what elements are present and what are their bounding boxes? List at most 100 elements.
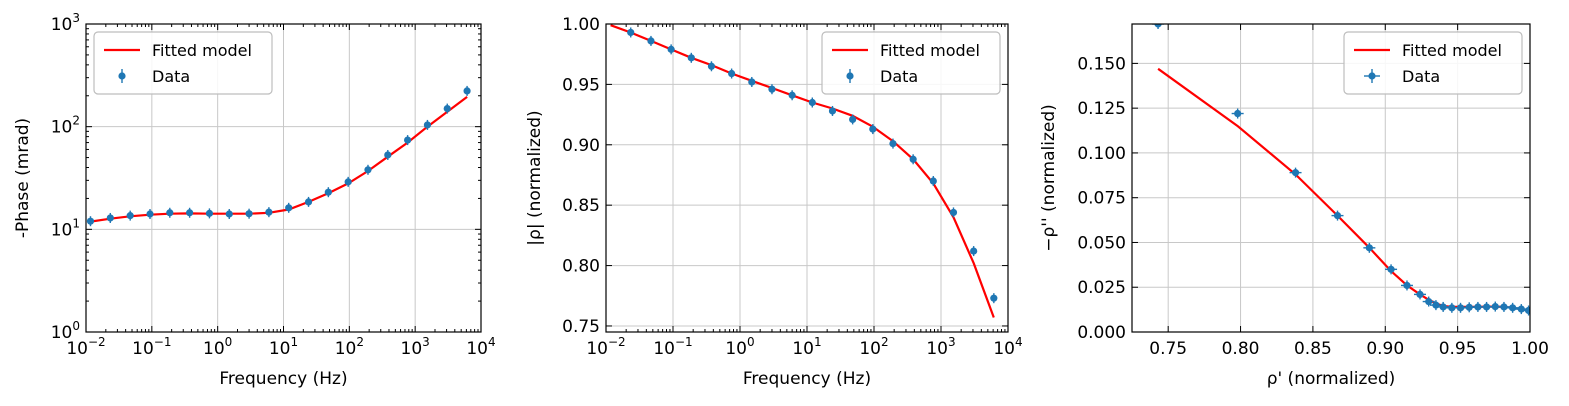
plot-frame [85,23,482,333]
tick-exponent: 1 [291,335,299,349]
data-point [126,210,134,221]
y-tick-label: 0.025 [1077,278,1126,298]
tick-base: 10 [269,339,291,359]
data-point [265,207,273,218]
data-point [627,27,635,38]
x-tick-label: 0.80 [1222,339,1260,359]
data-marker [245,210,253,218]
tick-exponent: 1 [814,335,822,349]
data-point [1363,242,1376,253]
legend: Fitted model Data [93,31,273,95]
legend: Fitted model Data [821,31,1001,95]
data-marker [1425,297,1433,306]
legend-data-label: Data [1402,67,1440,86]
tick-base: 10 [132,339,154,359]
data-marker [146,210,154,218]
y-tick-label: 0.125 [1077,99,1126,119]
tick-exponent: −1 [154,335,172,349]
data-point [1506,302,1519,313]
data-marker [748,78,756,86]
data-marker [1448,304,1456,312]
data-point [929,176,937,187]
tick-base: 10 [926,339,948,359]
series-layer [86,85,471,227]
x-tick-label: 101 [792,335,821,359]
data-marker [1482,303,1491,311]
y-tick-label: 0.85 [562,196,600,216]
data-point [970,246,978,257]
legend-box [821,31,1001,95]
data-point [1497,301,1510,312]
x-tick-label: 1.00 [1511,339,1549,359]
y-tick-label: 102 [51,114,80,138]
data-point [166,207,174,218]
data-marker [344,178,352,186]
data-marker [828,107,837,115]
tick-exponent: 1 [72,216,80,230]
data-marker [1491,302,1499,311]
data-marker [1333,212,1342,220]
plot-frame [605,23,1009,333]
x-tick-label: 100 [203,335,232,359]
data-point [86,216,95,227]
x-tick-label: 0.95 [1439,339,1477,359]
data-marker [443,104,451,113]
data-point [788,90,796,101]
data-marker [889,139,897,148]
data-point [186,207,194,218]
y-tick-label: 101 [51,216,80,240]
data-point [304,196,313,207]
chart-panel-2: 10−2 10−1 100 101 102 103 1040.750.800.850.900… [525,15,1023,389]
y-axis-label: −ρ'' (normalized) [1039,104,1059,252]
data-point [443,103,451,114]
legend-box [1343,31,1523,95]
legend-model-label: Fitted model [880,41,980,60]
data-point [364,164,372,175]
data-marker [463,87,471,95]
data-point [1289,167,1302,178]
data-marker [728,69,736,78]
x-tick-label: 104 [466,335,495,359]
chart-panel-3: 0.75 0.80 0.85 0.90 0.95 1.00 0.000 0.025 0.050 0… [1039,23,1549,389]
tick-exponent: −2 [608,335,626,349]
tick-base: 10 [66,339,88,359]
tick-exponent: 3 [422,335,430,349]
data-point [707,61,716,72]
data-point [1400,280,1413,291]
tick-base: 10 [51,118,73,138]
data-marker [364,166,372,174]
tick-exponent: 2 [72,114,80,128]
legend-data-label: Data [880,67,918,86]
data-marker [205,209,214,217]
tick-base: 10 [586,339,608,359]
data-marker [384,151,392,159]
tick-base: 10 [51,220,73,240]
data-point [285,202,293,213]
x-tick-label: 10−2 [586,335,625,359]
data-point [949,207,958,218]
tick-exponent: 2 [881,335,889,349]
legend-model-label: Fitted model [1402,41,1502,60]
data-marker [1456,304,1465,312]
data-marker [647,37,655,45]
data-marker [86,217,95,225]
x-axis-label: Frequency (Hz) [219,369,347,389]
y-tick-label: 0.075 [1077,189,1126,209]
y-tick-label: 0.90 [562,136,600,156]
data-marker [423,121,432,129]
y-tick-label: 0.150 [1077,54,1126,74]
data-point [828,105,837,116]
fitted-model-line [90,96,468,223]
legend-data-marker [1368,72,1376,80]
tick-base: 10 [993,339,1015,359]
data-marker [768,85,776,93]
data-point [404,135,412,146]
x-tick-label: 104 [993,335,1022,359]
y-tick-label: 100 [51,319,80,343]
data-point [344,176,352,187]
data-marker [265,208,273,216]
data-marker [106,214,114,222]
y-axis-label: |ρ| (normalized) [525,110,545,245]
data-marker [404,136,412,144]
